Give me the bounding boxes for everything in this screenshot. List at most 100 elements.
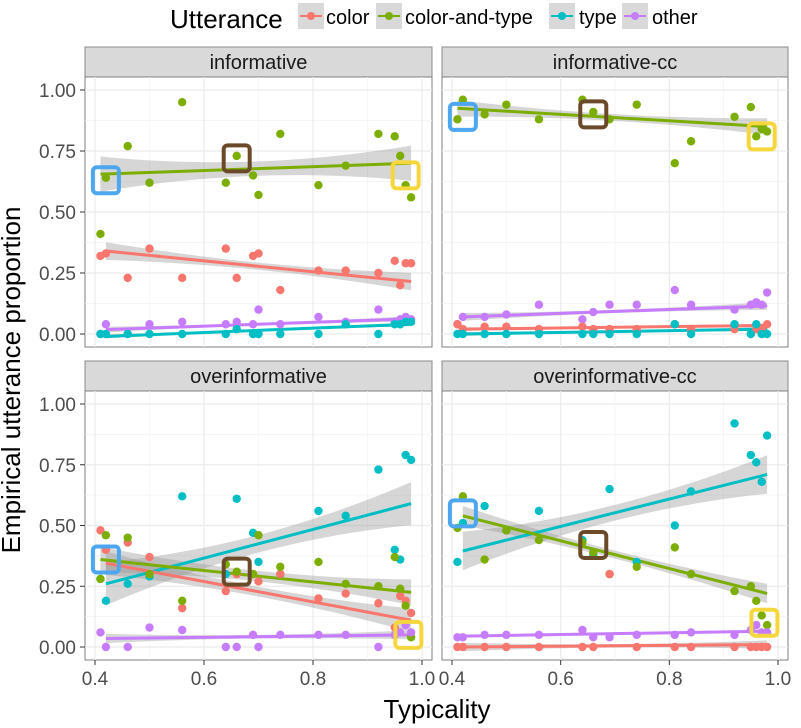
fit-line-cat <box>100 161 412 176</box>
point-color <box>480 322 489 331</box>
fit-line-type <box>462 473 768 553</box>
point-type <box>480 329 489 339</box>
fit-line-color <box>105 561 412 622</box>
point-other <box>178 625 187 635</box>
y-tick-label: 1.00 <box>39 395 76 416</box>
point-other <box>534 300 544 309</box>
highlight-boxes <box>90 143 421 196</box>
point-other <box>276 630 285 640</box>
point-cat <box>276 129 285 139</box>
point-type <box>178 329 187 339</box>
legend-item-other: other <box>622 3 698 29</box>
point-color <box>502 642 511 652</box>
point-type <box>686 329 696 339</box>
point-cat <box>670 543 679 552</box>
point-type <box>314 329 323 339</box>
point-type <box>578 329 587 339</box>
legend-item-color: color <box>298 3 370 29</box>
point-other <box>632 630 641 640</box>
point-type <box>390 545 399 554</box>
point-type <box>254 329 263 339</box>
y-tick-label: 0.25 <box>39 577 76 598</box>
x-axis: 0.4 0.6 0.8 1.0 <box>439 660 791 690</box>
legend-key-dot <box>307 12 315 20</box>
point-type <box>232 324 241 334</box>
fit-line-other <box>105 633 412 640</box>
facet-title: informative <box>210 52 308 74</box>
point-cat <box>314 180 323 190</box>
point-cat <box>96 229 105 239</box>
points <box>96 98 416 339</box>
point-color <box>101 249 111 258</box>
point-other <box>534 630 544 640</box>
highlight-box <box>749 607 780 638</box>
point-other <box>276 320 285 329</box>
point-cat <box>232 567 241 576</box>
gridlines <box>442 391 788 660</box>
fit-line-color <box>462 643 768 649</box>
point-cat <box>396 584 405 593</box>
point-type <box>406 317 416 326</box>
y-axis: 0.00 0.25 0.50 0.75 1.00 <box>39 395 85 659</box>
point-type <box>458 329 468 339</box>
point-cat <box>502 100 511 109</box>
point-type <box>480 501 489 511</box>
point-type <box>101 329 111 339</box>
legend-key-dot <box>631 12 639 20</box>
point-type <box>686 487 696 496</box>
point-color <box>276 285 285 295</box>
point-type <box>746 329 756 339</box>
facet-title: overinformative <box>190 366 327 388</box>
point-type <box>605 329 614 339</box>
point-type <box>254 557 263 567</box>
point-cat <box>670 159 679 168</box>
facet-title: overinformative-cc <box>533 366 696 388</box>
highlight-box <box>221 143 252 174</box>
point-other <box>670 285 679 295</box>
point-color <box>314 594 323 603</box>
x-tick-label: 0.4 <box>439 669 466 690</box>
point-cat <box>101 531 111 540</box>
point-cat <box>232 151 241 161</box>
point-other <box>232 317 241 326</box>
point-other <box>254 642 263 652</box>
point-cat <box>534 535 544 545</box>
point-cat <box>123 141 132 151</box>
highlight-box <box>447 101 478 132</box>
point-type <box>123 579 132 589</box>
highlight-box <box>390 160 421 191</box>
point-cat <box>686 569 696 579</box>
point-type <box>670 521 679 530</box>
point-color <box>453 320 462 329</box>
point-type <box>341 320 350 329</box>
panel-informative: informative 0.00 0.25 0.50 0.75 1.00 <box>39 46 433 348</box>
point-other <box>502 310 511 319</box>
point-cat <box>406 193 416 202</box>
point-cat <box>453 115 462 124</box>
point-other <box>248 320 258 329</box>
point-other <box>480 630 489 640</box>
point-other <box>314 312 323 322</box>
point-color <box>178 273 187 283</box>
y-tick-label: 0.75 <box>39 142 76 163</box>
fit-line-type <box>462 327 768 336</box>
point-color <box>178 603 187 613</box>
point-other <box>248 630 258 640</box>
point-type <box>101 596 111 606</box>
highlight-box <box>447 498 478 529</box>
legend-item-cat: color-and-type <box>376 3 533 29</box>
point-type <box>453 557 462 567</box>
point-cat <box>480 555 489 564</box>
point-other <box>730 630 739 640</box>
point-color <box>589 642 598 652</box>
point-cat <box>374 129 383 139</box>
point-cat <box>730 112 739 122</box>
point-type <box>374 465 383 474</box>
point-color <box>480 642 489 652</box>
point-cat <box>752 596 761 606</box>
point-cat <box>221 178 230 187</box>
point-type <box>730 419 739 428</box>
point-color <box>96 526 105 535</box>
y-tick-label: 1.00 <box>39 81 76 102</box>
legend-key-dot <box>385 12 393 20</box>
